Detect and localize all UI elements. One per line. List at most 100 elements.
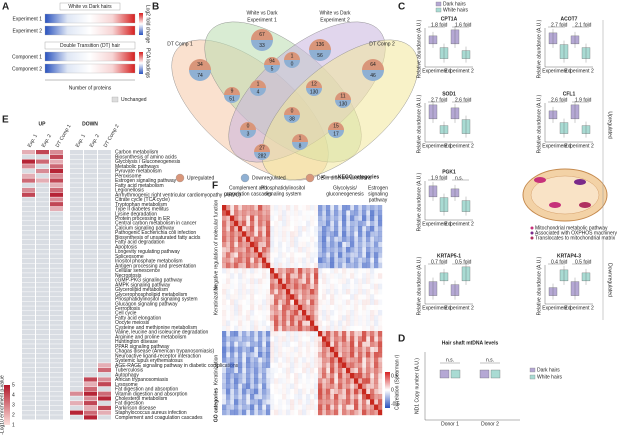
pathway: Peroxisome xyxy=(115,173,142,179)
corr-cell xyxy=(226,241,231,248)
corr-cell xyxy=(358,289,363,295)
count: 27 xyxy=(259,145,265,151)
corr-cell xyxy=(338,252,343,258)
corr-cell xyxy=(358,241,363,248)
x-label: Experiment 2 xyxy=(444,221,474,227)
corr-cell xyxy=(262,279,266,284)
corr-cell xyxy=(318,404,323,410)
tick-label: 3 xyxy=(12,402,15,408)
heat-cell xyxy=(84,382,97,387)
heat-cell xyxy=(84,386,97,392)
corr-cell xyxy=(230,404,235,410)
corr-cell xyxy=(242,352,247,358)
heat-cell xyxy=(84,282,97,287)
corr-cell xyxy=(258,388,263,395)
corr-cell xyxy=(346,289,351,295)
corr-cell xyxy=(286,231,291,237)
corr-cell xyxy=(358,231,363,237)
corr-cell xyxy=(318,220,323,227)
corr-cell xyxy=(314,231,319,237)
x-label: Experiment 2 xyxy=(444,143,474,149)
corr-cell xyxy=(350,236,355,242)
corr-cell xyxy=(334,336,339,342)
corr-cell xyxy=(262,273,267,279)
corr-cell xyxy=(358,262,363,269)
corr-cell xyxy=(330,294,335,300)
corr-cell xyxy=(290,383,295,389)
corr-cell xyxy=(242,331,247,337)
heat-cell xyxy=(98,296,111,302)
corr-cell xyxy=(246,300,250,305)
corr-cell xyxy=(370,262,375,269)
corr-cell xyxy=(286,257,291,263)
corr-cell xyxy=(318,231,323,237)
panel-label: A xyxy=(2,2,9,13)
heat-cell xyxy=(98,396,111,401)
corr-cell xyxy=(314,262,319,269)
corr-cell xyxy=(338,226,343,232)
corr-cell xyxy=(294,283,299,290)
corr-cell xyxy=(322,325,327,332)
corr-cell xyxy=(322,247,327,253)
corr-cell xyxy=(334,215,339,221)
heat-cell xyxy=(70,202,83,207)
corr-cell xyxy=(354,226,359,232)
corr-cell xyxy=(242,357,247,363)
heat-cell xyxy=(50,372,63,377)
corr-cell xyxy=(246,294,250,299)
corr-cell xyxy=(230,210,235,216)
corr-cell xyxy=(226,231,231,237)
corr-cell xyxy=(350,409,355,416)
x-label: Experiment 1 xyxy=(422,305,452,311)
corr-cell xyxy=(350,326,354,331)
corr-cell xyxy=(226,257,231,263)
corr-cell xyxy=(354,273,358,278)
heat-cell xyxy=(22,150,35,155)
corr-cell xyxy=(318,378,323,384)
corr-cell xyxy=(346,273,350,278)
pathway: Autophagy xyxy=(115,372,139,378)
corr-cell xyxy=(374,326,378,331)
heat-cell xyxy=(50,382,63,387)
count: 1 xyxy=(291,53,294,59)
corr-cell xyxy=(270,299,275,305)
heat-cell xyxy=(70,173,83,178)
heat-cell xyxy=(70,339,83,344)
corr-cell xyxy=(350,205,355,211)
corr-cell xyxy=(230,399,235,405)
corr-cell xyxy=(230,273,235,279)
pathway: Arrhythmogenic right ventricular cardiom… xyxy=(115,192,241,198)
corr-cell xyxy=(234,388,239,395)
corr-cell xyxy=(330,357,335,363)
corr-cell xyxy=(330,210,335,216)
corr-cell xyxy=(278,247,283,253)
corr-cell xyxy=(338,247,343,253)
corr-cell xyxy=(318,294,322,299)
corr-cell xyxy=(378,341,383,347)
heat-cell xyxy=(36,296,49,302)
heat-cell xyxy=(50,197,63,202)
corr-cell xyxy=(334,341,339,347)
corr-cell xyxy=(318,388,323,395)
corr-cell xyxy=(258,394,263,400)
corr-cell xyxy=(242,283,247,290)
corr-cell xyxy=(378,378,383,384)
heat-cell xyxy=(98,197,111,202)
corr-cell xyxy=(322,268,326,273)
corr-cell xyxy=(306,378,311,384)
corr-cell xyxy=(374,279,378,284)
heat-cell xyxy=(84,292,97,297)
x-label: Experiment 2 xyxy=(444,305,474,311)
corr-cell xyxy=(238,205,243,211)
pathway: Lysine degradation xyxy=(115,211,157,217)
corr-cell xyxy=(362,315,366,320)
corr-cell xyxy=(266,357,271,363)
corr-cell xyxy=(370,378,375,384)
heat-cell xyxy=(22,164,35,169)
corr-cell xyxy=(318,373,323,379)
corr-cell xyxy=(258,304,263,311)
corr-cell xyxy=(270,346,275,353)
corr-cell xyxy=(306,294,311,300)
corr-cell xyxy=(310,352,314,357)
corr-cell xyxy=(250,367,255,374)
